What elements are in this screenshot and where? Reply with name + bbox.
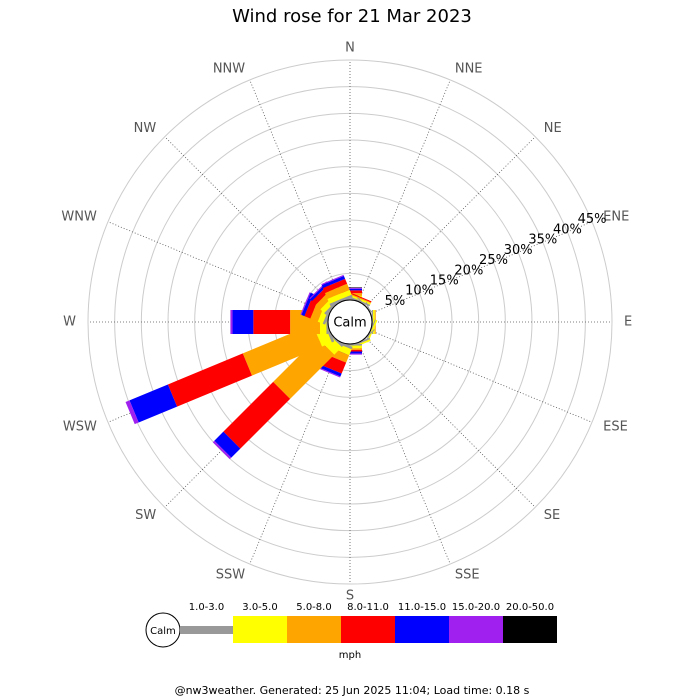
calm-circle: [327, 299, 373, 345]
legend-swatch: [233, 616, 287, 643]
ring-label: 30%: [504, 243, 533, 258]
bar-segment: [125, 400, 139, 425]
ring-label: 40%: [553, 222, 582, 237]
direction-label: SW: [135, 508, 156, 523]
direction-label: WSW: [63, 419, 97, 434]
bar-segment: [329, 294, 353, 307]
bar-segment: [321, 274, 344, 286]
legend-label: 1.0-3.0: [189, 602, 224, 613]
bar-segment: [223, 381, 291, 449]
legend-swatch: [180, 626, 233, 634]
spoke: [358, 342, 451, 565]
direction-label: SE: [544, 508, 560, 523]
legend-swatch: [287, 616, 341, 643]
direction-label: NW: [134, 121, 157, 136]
bar-segment: [167, 353, 252, 407]
ring-label: 45%: [578, 212, 607, 227]
legend-calm-label: Calm: [150, 626, 176, 637]
bar-segment: [129, 384, 178, 423]
legend-swatch: [341, 616, 395, 643]
legend-label: 3.0-5.0: [242, 602, 277, 613]
legend-label: 15.0-20.0: [452, 602, 500, 613]
grid-ring: [220, 192, 480, 452]
direction-label: E: [624, 315, 632, 330]
bar-segment: [253, 310, 291, 334]
bar-segment: [214, 431, 241, 458]
unit-label: mph: [339, 650, 361, 661]
direction-label: ENE: [603, 210, 629, 225]
direction-label: NE: [544, 121, 562, 136]
ring-label: 5%: [385, 294, 406, 309]
ring-label: 15%: [430, 273, 459, 288]
ring-label: 35%: [528, 233, 557, 248]
bar-segment: [230, 310, 233, 334]
legend-label: 8.0-11.0: [347, 602, 389, 613]
spoke: [249, 342, 342, 565]
spoke: [365, 337, 536, 508]
direction-label: SSW: [216, 568, 246, 583]
footer: @nw3weather. Generated: 25 Jun 2025 11:0…: [175, 684, 530, 697]
ring-label: 20%: [454, 263, 483, 278]
legend-swatch: [449, 616, 503, 643]
grid-ring: [194, 166, 506, 478]
legend-swatch: [503, 616, 557, 643]
bar-segment: [321, 275, 346, 289]
grid-ring: [87, 59, 613, 585]
ring-label: 25%: [479, 253, 508, 268]
direction-label: ESE: [603, 419, 628, 434]
spoke: [358, 79, 451, 302]
direction-label: W: [63, 315, 76, 330]
direction-label: S: [346, 589, 354, 604]
bar-segment: [347, 295, 371, 307]
direction-label: SSE: [455, 568, 480, 583]
bar-segment: [348, 292, 372, 303]
direction-label: WNW: [61, 210, 97, 225]
spoke: [370, 330, 593, 423]
legend-label: 20.0-50.0: [506, 602, 554, 613]
bar-segment: [232, 310, 254, 334]
bar-segment: [327, 289, 352, 304]
legend-label: 5.0-8.0: [296, 602, 331, 613]
spoke: [107, 221, 330, 314]
direction-label: NNW: [213, 61, 245, 76]
direction-label: N: [345, 41, 355, 56]
direction-label: NNE: [455, 61, 483, 76]
spoke: [164, 136, 335, 307]
calm-label: Calm: [333, 316, 366, 331]
legend-swatch: [395, 616, 449, 643]
bar-segment: [212, 440, 232, 460]
spoke: [365, 136, 536, 307]
bar-segment: [324, 283, 350, 299]
bar-segment: [357, 297, 375, 315]
bar-segment: [317, 367, 341, 378]
chart-title: Wind rose for 21 Mar 2023: [232, 6, 472, 27]
bar-segment: [273, 337, 335, 399]
spoke: [249, 79, 342, 302]
bar-segment: [300, 292, 311, 315]
bar-segment: [318, 364, 342, 377]
spoke: [370, 221, 593, 314]
bar-segment: [322, 278, 348, 293]
legend-label: 11.0-15.0: [398, 602, 446, 613]
bar-segment: [348, 293, 372, 304]
bar-segment: [242, 324, 322, 376]
ring-label: 10%: [405, 284, 434, 299]
